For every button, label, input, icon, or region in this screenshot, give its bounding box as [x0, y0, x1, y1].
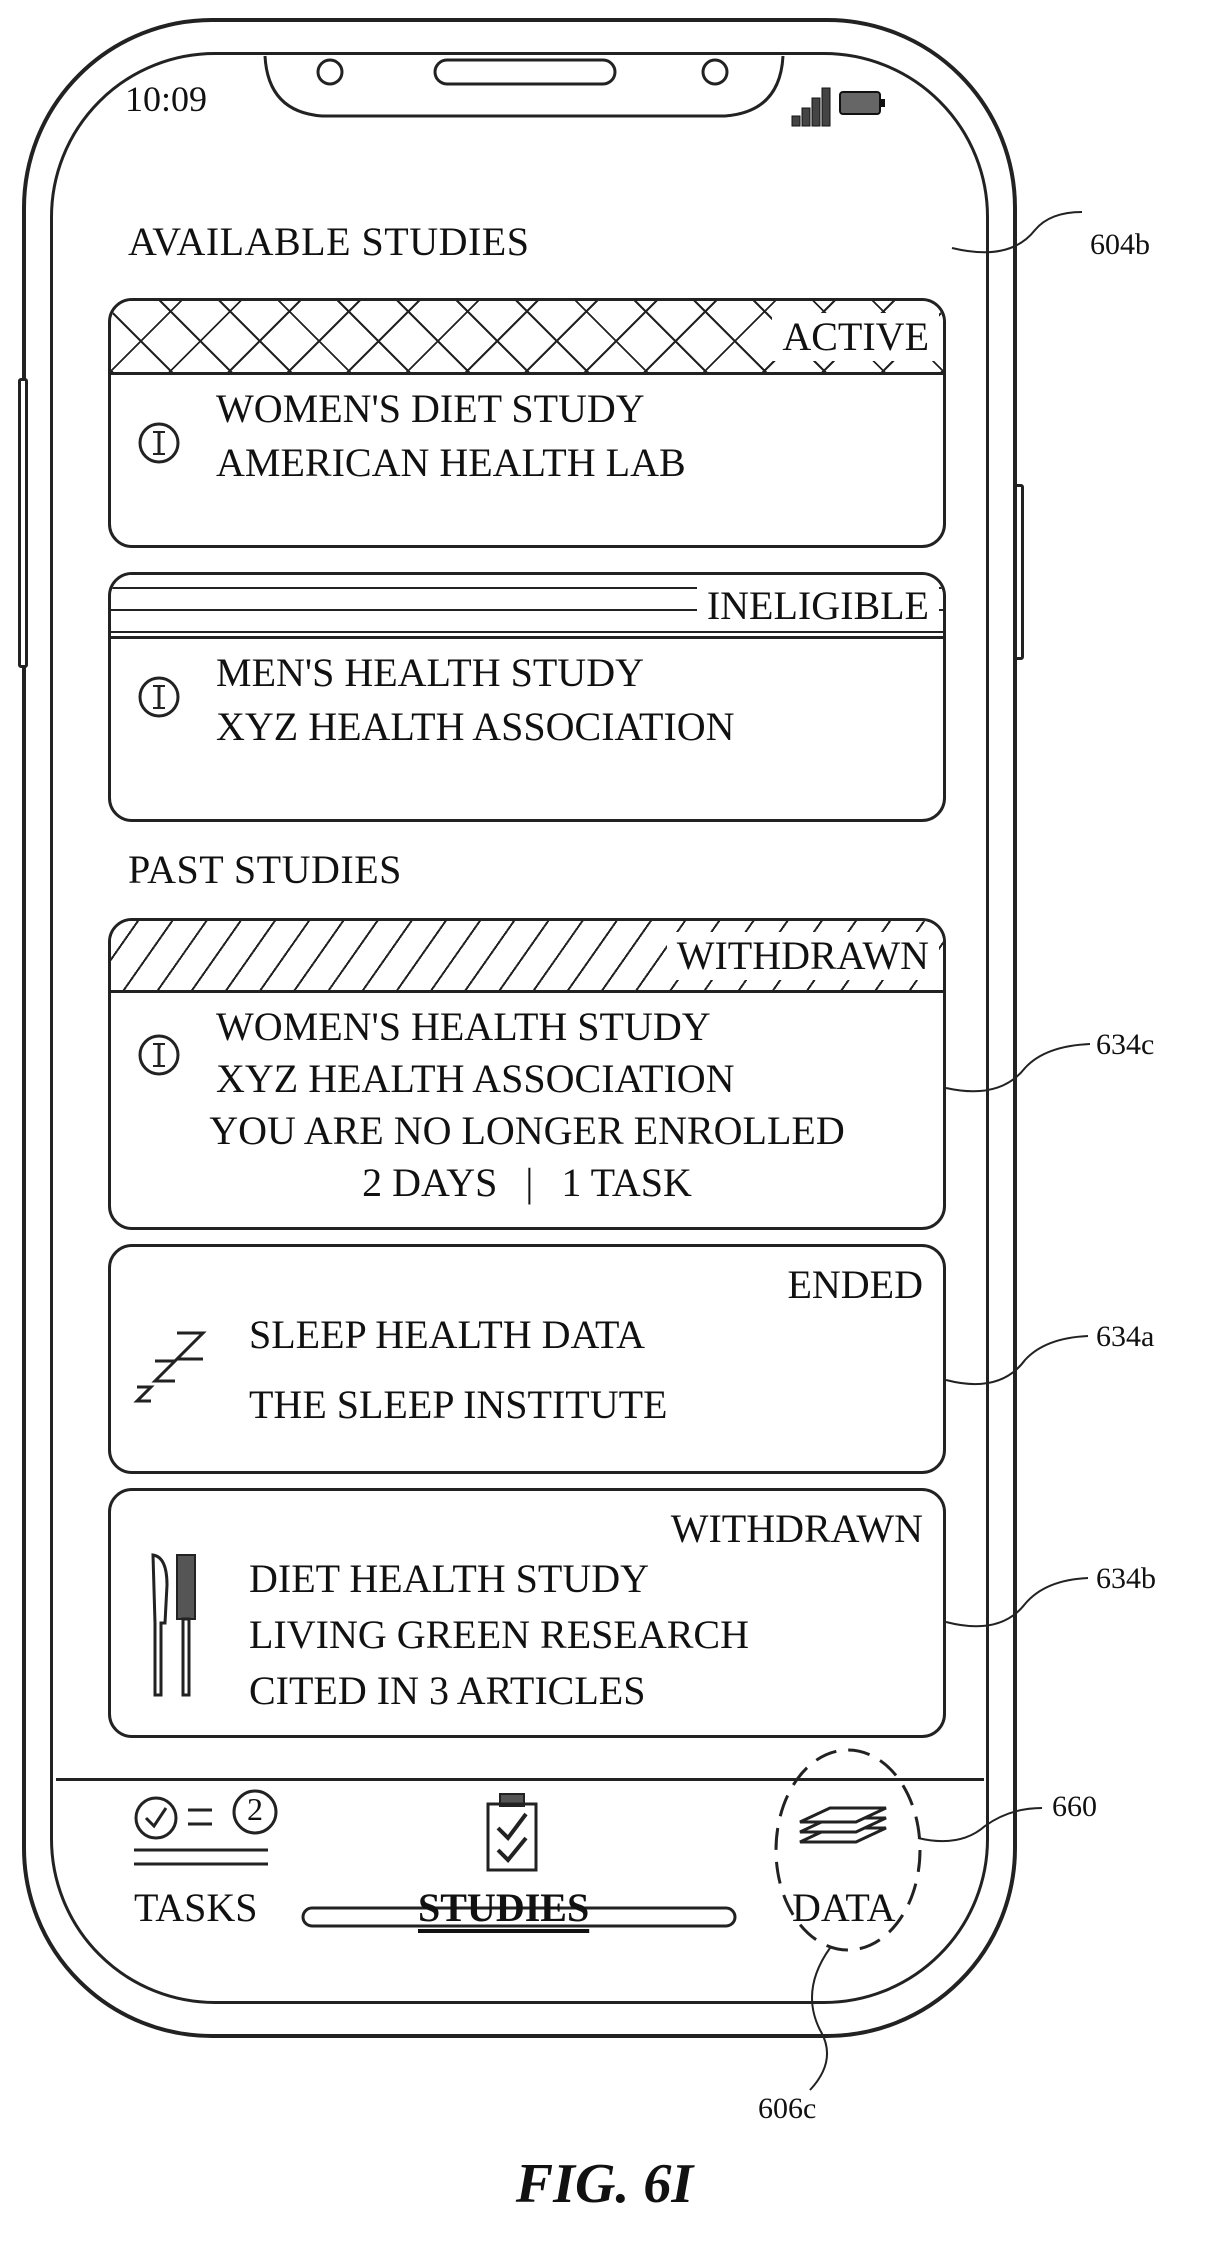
- reference-label-ended-card: 634a: [1096, 1320, 1154, 1354]
- reference-label-diet-card: 634b: [1096, 1562, 1156, 1596]
- reference-label-data-tab: 606c: [758, 2092, 816, 2126]
- reference-label-screen: 604b: [1090, 228, 1150, 262]
- reference-label-withdrawn-card: 634c: [1096, 1028, 1154, 1062]
- figure-caption: FIG. 6I: [0, 2152, 1209, 2216]
- reference-label-data-icon: 660: [1052, 1790, 1097, 1824]
